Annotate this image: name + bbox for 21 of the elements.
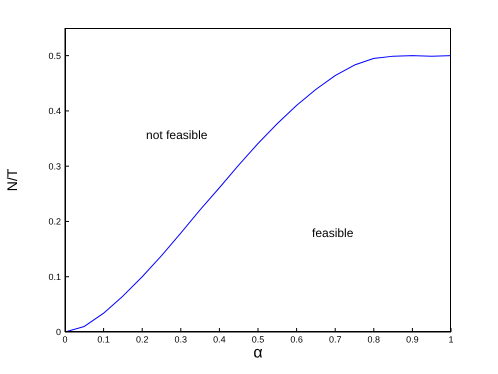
- x-tick-label: 0.2: [136, 334, 148, 344]
- y-tick-label: 0.2: [48, 216, 61, 227]
- y-tick-label: 0.1: [48, 272, 61, 282]
- x-tick-label: 0.6: [290, 334, 303, 344]
- x-axis-title: α: [253, 344, 263, 362]
- x-tick-label: 1: [448, 334, 454, 344]
- y-tick-label: 0.3: [48, 161, 61, 172]
- x-tick-label: 0: [62, 334, 68, 344]
- y-tick-label: 0.4: [48, 106, 61, 116]
- x-tick-label: 0.1: [97, 334, 110, 344]
- annotation: not feasible: [146, 128, 208, 142]
- y-tick-label: 0.5: [48, 50, 61, 61]
- annotation: feasible: [312, 226, 354, 240]
- x-tick-label: 0.7: [328, 334, 342, 344]
- x-tick-label: 0.5: [252, 334, 264, 344]
- y-axis-title: N/T: [4, 168, 20, 192]
- x-tick-label: 0.4: [213, 334, 226, 344]
- y-tick-label: 0: [56, 327, 61, 338]
- x-tick-label: 0.9: [406, 334, 419, 344]
- x-tick-label: 0.8: [368, 334, 380, 344]
- x-tick-label: 0.3: [174, 334, 188, 344]
